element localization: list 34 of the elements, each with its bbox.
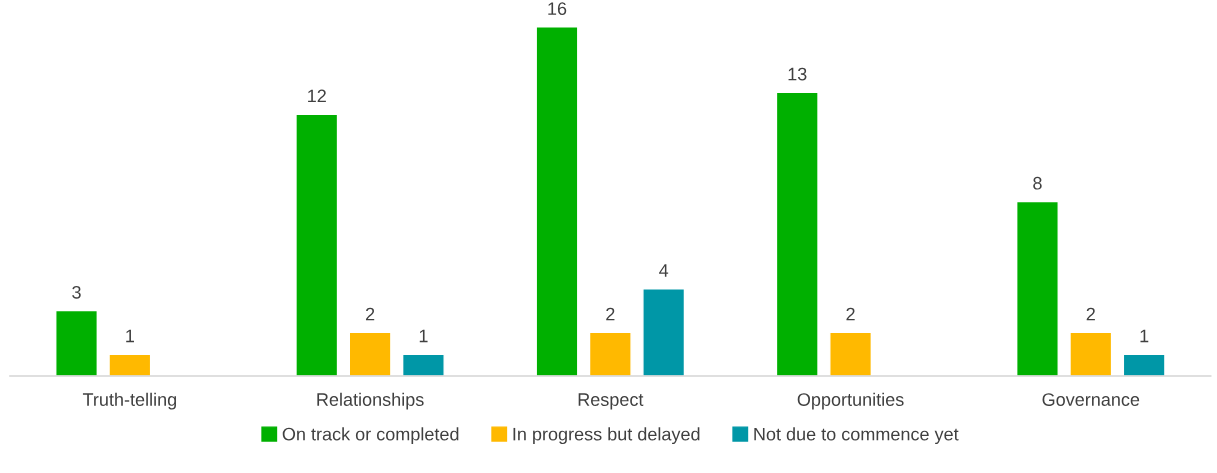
- bar: [642, 288, 686, 377]
- bar: [295, 113, 339, 377]
- bar: [829, 331, 873, 377]
- data-label: 8: [1033, 176, 1042, 190]
- bar: [1069, 331, 1113, 377]
- bar: [1122, 353, 1166, 377]
- legend-label: On track or completed: [282, 427, 459, 445]
- x-tick-label: Truth-telling: [82, 392, 177, 410]
- x-tick-label: Governance: [1042, 393, 1140, 406]
- legend-label: In progress but delayed: [513, 427, 700, 445]
- data-label: 2: [365, 307, 375, 321]
- bar: [55, 309, 98, 377]
- data-label: 13: [788, 67, 807, 81]
- x-tick-label: Opportunities: [797, 392, 904, 410]
- data-label: 12: [308, 89, 326, 103]
- bar: [108, 353, 152, 377]
- legend-label: Not due to commence yet: [754, 427, 959, 445]
- bar: [401, 353, 445, 377]
- data-label: 2: [846, 307, 855, 321]
- bar: [1015, 200, 1059, 377]
- data-label: 3: [72, 285, 81, 299]
- data-label: 1: [419, 329, 428, 343]
- data-label: 4: [659, 264, 669, 277]
- bar: [588, 331, 632, 377]
- bar: [348, 331, 392, 377]
- data-label: 1: [1140, 329, 1149, 343]
- bar: [535, 26, 579, 377]
- bar: [775, 91, 819, 377]
- data-label: 2: [606, 307, 615, 321]
- data-label: 1: [126, 329, 134, 343]
- x-tick-label: Respect: [578, 393, 644, 410]
- x-tick-label: Relationships: [317, 392, 424, 410]
- data-label: 2: [1086, 307, 1095, 321]
- data-label: 16: [548, 2, 567, 16]
